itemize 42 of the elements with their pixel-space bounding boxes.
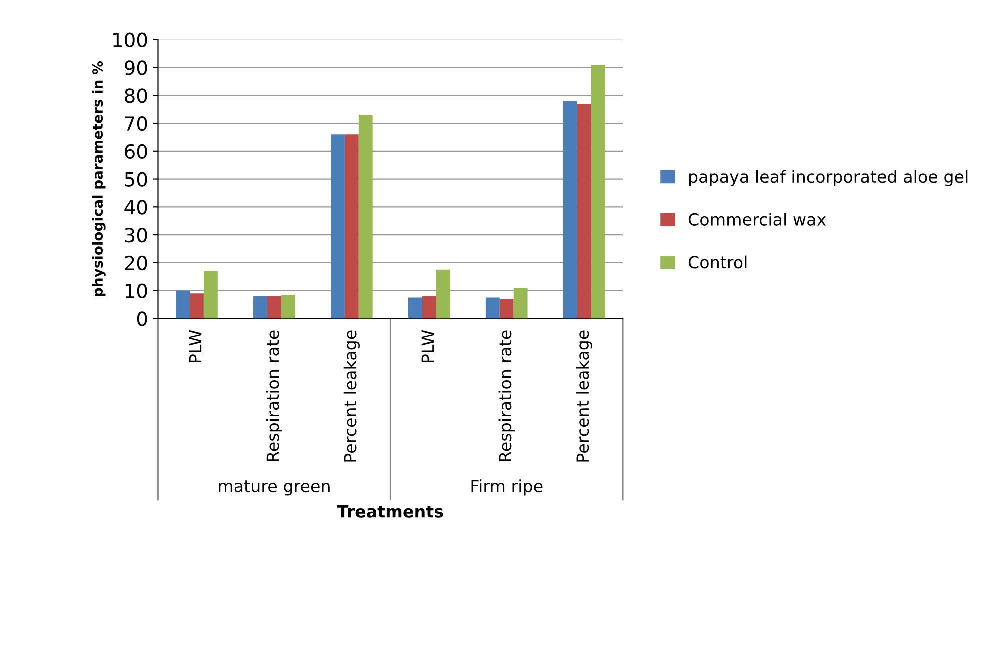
bar — [422, 296, 436, 319]
bar — [267, 296, 282, 319]
bar — [190, 294, 204, 319]
x-axis-title: Treatments — [337, 506, 444, 518]
legend-label: Commercial wax — [688, 213, 826, 226]
bar — [344, 134, 359, 319]
y-tick-label: 70 — [125, 116, 148, 132]
y-tick-label: 30 — [125, 228, 148, 243]
y-tick-label: 80 — [125, 88, 148, 104]
y-tick-label: 10 — [126, 284, 148, 298]
bar — [486, 298, 500, 319]
legend-label: Control — [688, 256, 747, 269]
y-tick-label: 60 — [125, 144, 148, 160]
y-axis-title: physiological parameters in % — [92, 61, 106, 296]
bar — [254, 296, 268, 319]
bar — [436, 270, 450, 319]
text: Firm ripe — [472, 480, 543, 496]
bar — [176, 290, 190, 319]
y-tick-label: 40 — [124, 200, 148, 215]
legend-label: papaya leaf incorporated aloe gel — [689, 170, 968, 186]
y-tick-label: 100 — [114, 32, 148, 48]
x-tick-label: Respiration rate — [498, 330, 515, 462]
bar — [591, 64, 606, 319]
y-tick-label: 90 — [125, 60, 148, 76]
bar — [281, 295, 296, 319]
x-tick-label: Percent leakage — [344, 330, 360, 462]
bar — [500, 299, 514, 319]
y-tick-label: 50 — [125, 172, 148, 187]
x-tick-label: PLW — [422, 330, 434, 362]
bar — [331, 134, 345, 319]
y-tick-label: 0 — [137, 312, 148, 326]
x-tick-label: Respiration rate — [266, 330, 283, 462]
bar — [408, 298, 422, 319]
bar — [358, 115, 373, 319]
x-tick-label: PLW — [189, 330, 202, 362]
bar — [577, 104, 592, 319]
bar — [563, 101, 578, 319]
x-tick-label: Percent leakage — [576, 330, 592, 462]
y-tick-label: 20 — [125, 256, 148, 271]
bar — [514, 288, 528, 319]
text: mature green — [219, 480, 330, 496]
bar — [204, 271, 218, 319]
